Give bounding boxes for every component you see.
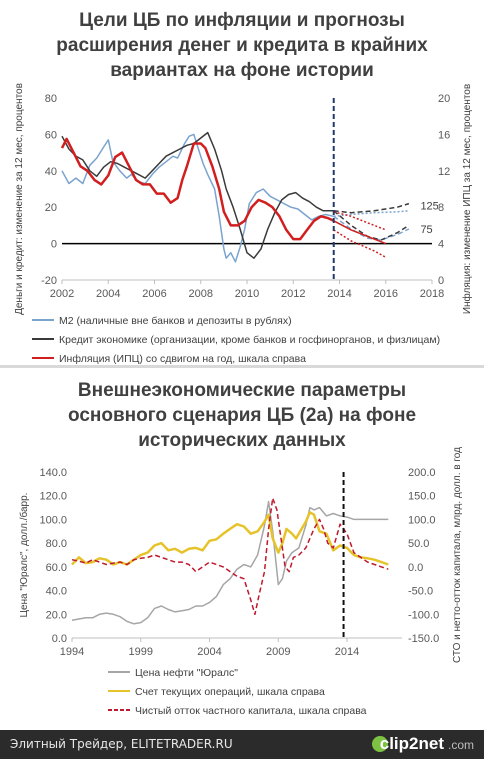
y2-tick-label: 200.0 (408, 467, 436, 479)
series-line (333, 211, 387, 231)
y2-tick-label: 100.0 (408, 514, 436, 526)
series-line (333, 210, 409, 218)
y-tick-label: 40 (45, 166, 57, 178)
x-tick-label: 2004 (197, 646, 221, 658)
y-tick-label: 100.0 (39, 514, 67, 526)
legend-label: Инфляция (ИПЦ) со сдвигом на год, шкала … (59, 353, 306, 365)
y-tick-label: 0.0 (52, 633, 67, 645)
y-tick-label: 20.0 (46, 609, 67, 621)
series-line (60, 137, 335, 241)
chart-title-2-line-3: исторических данных (138, 430, 346, 451)
legend-label: Цена нефти "Юралс" (135, 667, 238, 679)
chart-title-2-line-2: основного сценария ЦБ (2а) на фоне (67, 405, 417, 426)
y2-tick-label: 4 (438, 239, 444, 251)
x-tick-label: 2012 (281, 288, 305, 300)
y-tick-label: 80 (45, 93, 57, 105)
x-tick-label: 2002 (50, 288, 74, 300)
chart-title-1-line-1: Цели ЦБ по инфляции и прогнозы (79, 10, 405, 31)
legend-label: Счет текущих операций, шкала справа (135, 686, 325, 698)
y2-tick-label: 0 (438, 275, 444, 287)
series-line (333, 215, 410, 241)
y-tick-label: 140.0 (39, 467, 67, 479)
legend-label: Чистый отток частного капитала, шкала сп… (135, 705, 367, 717)
y2-tick-label: 8 (438, 202, 444, 214)
x-tick-label: 2004 (96, 288, 120, 300)
y2-tick-label: 150.0 (408, 491, 436, 503)
y-tick-label: 20 (45, 202, 57, 214)
y-axis-title: Деньги и кредит: изменение за 12 мес, пр… (14, 83, 25, 315)
y2-tick-label: 20 (438, 93, 450, 105)
brand-name: clip2net (379, 734, 444, 753)
x-tick-label: 2014 (327, 288, 351, 300)
chart-2-svg: 0.0 20.0 40.0 60.0 80.0 100.0 120.0 140.0 -150.0… (18, 447, 463, 717)
series-line (61, 133, 334, 263)
chart-title-1-line-3: вариантах на фоне истории (110, 60, 374, 81)
chart-panel-external: Внешнеэкономические параметры основного … (0, 368, 484, 730)
x-tick-label: 2009 (266, 646, 290, 658)
y2-tick-label: 0.0 (408, 562, 423, 574)
y-tick-label: 60 (45, 129, 57, 141)
series-line (61, 131, 334, 259)
footer-source-text: Элитный Трейдер, ELITETRADER.RU (10, 737, 233, 751)
annotation-label: 125 (420, 200, 438, 212)
y2-tick-label: 12 (438, 166, 450, 178)
series-line (333, 220, 387, 245)
y2-tick-label: -50.0 (408, 586, 433, 598)
y-axis-title: Цена "Юралс", долл./барр. (18, 493, 30, 618)
brand-suffix: .com (447, 738, 474, 752)
x-tick-label: 2014 (335, 646, 359, 658)
chart-title-1: Цели ЦБ по инфляции и прогнозы расширени… (0, 8, 484, 83)
footer-bar: Элитный Трейдер, ELITETRADER.RU clip2net… (0, 730, 484, 759)
series-line (333, 229, 387, 258)
x-tick-label: 2008 (189, 288, 213, 300)
annotation-label: 75 (420, 224, 432, 236)
y-tick-label: 0 (51, 239, 57, 251)
y2-tick-label: -150.0 (408, 633, 439, 645)
clip2net-logo-icon (372, 736, 388, 752)
y-tick-label: -20 (41, 275, 57, 287)
chart-panel-inflation: Цели ЦБ по инфляции и прогнозы расширени… (0, 0, 484, 365)
chart-title-2-line-1: Внешнеэкономические параметры (77, 380, 407, 401)
x-tick-label: 1999 (129, 646, 153, 658)
y2-tick-label: -100.0 (408, 609, 439, 621)
y-tick-label: 40.0 (46, 586, 67, 598)
x-tick-label: 2016 (374, 288, 398, 300)
legend-label: М2 (наличные вне банков и депозиты в руб… (59, 315, 292, 327)
series-line (333, 210, 410, 241)
chart-title-2: Внешнеэкономические параметры основного … (0, 378, 484, 453)
series-line (71, 497, 389, 616)
panel-separator (0, 365, 484, 368)
y2-tick-label: 16 (438, 129, 450, 141)
y2-axis-title: Инфляция: изменение ИПЦ за 12 мес, проце… (461, 84, 473, 314)
x-tick-label: 2006 (142, 288, 166, 300)
y-tick-label: 60.0 (46, 562, 67, 574)
y-tick-label: 120.0 (39, 491, 67, 503)
chart-1-svg: -20 0 20 40 60 80 0 4 8 12 16 20 2002 2004 2006 2008 201… (14, 83, 473, 365)
y-tick-label: 80.0 (46, 538, 67, 550)
x-tick-label: 2018 (420, 288, 444, 300)
chart-title-1-line-2: расширения денег и кредита в крайних (56, 35, 428, 56)
series-line (71, 511, 389, 566)
series-line (333, 202, 410, 214)
legend-label: Кредит экономике (организации, кроме бан… (59, 334, 440, 346)
x-tick-label: 1994 (60, 646, 84, 658)
y2-axis-title: СТО и нетто-отток капитала, млрд. долл. … (452, 447, 463, 663)
y2-tick-label: 50.0 (408, 538, 429, 550)
x-tick-label: 2010 (235, 288, 259, 300)
